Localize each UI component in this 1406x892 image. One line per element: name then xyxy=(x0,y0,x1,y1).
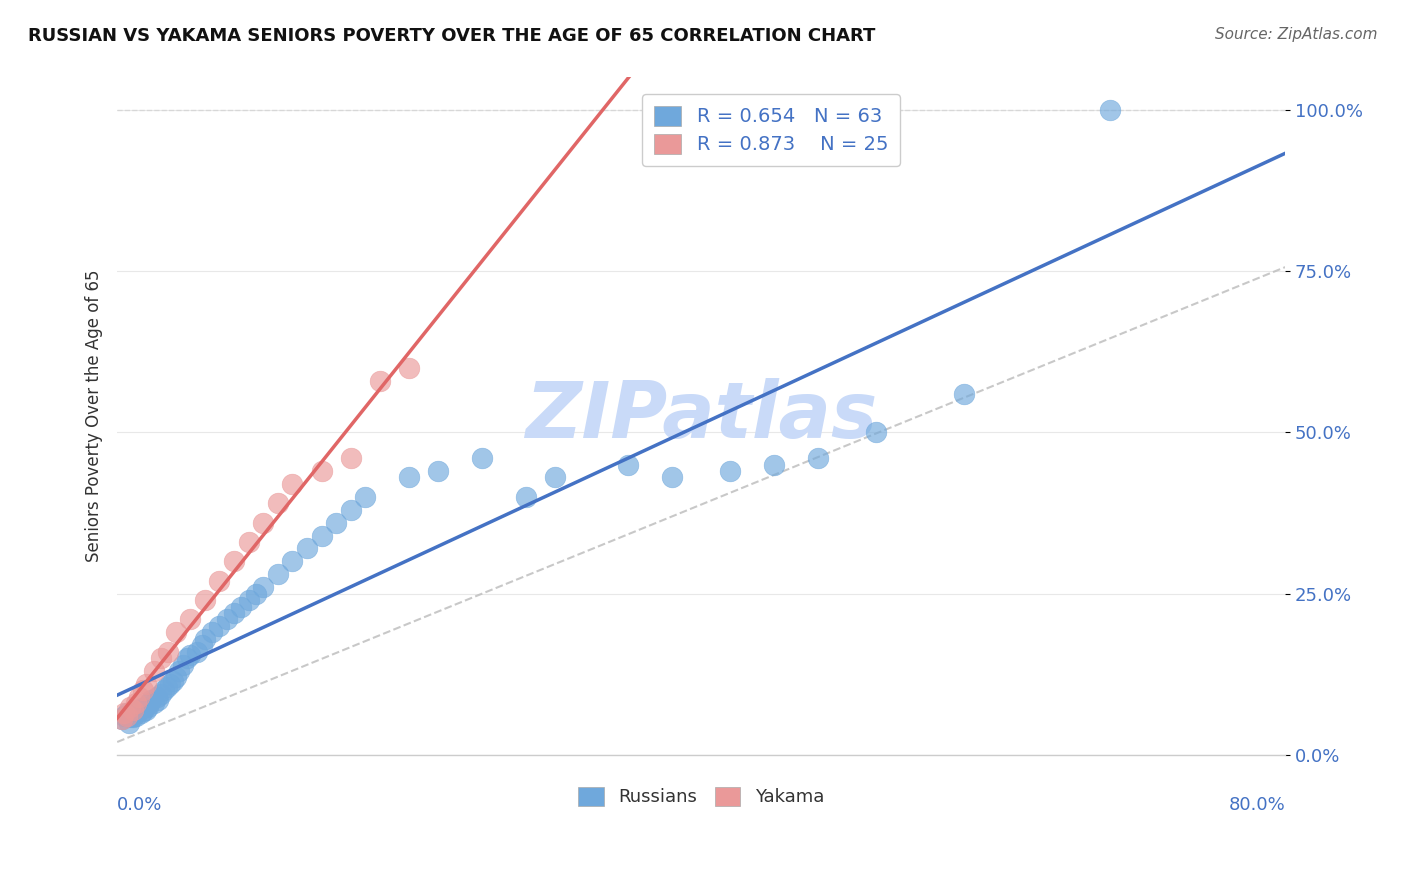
Point xyxy=(132,683,155,698)
Point xyxy=(114,709,136,723)
Point xyxy=(125,696,148,710)
Point xyxy=(208,574,231,588)
Point xyxy=(661,470,683,484)
Point xyxy=(354,490,377,504)
Point xyxy=(132,704,155,718)
Point xyxy=(153,683,176,698)
Point xyxy=(222,606,245,620)
Point xyxy=(118,715,141,730)
Point xyxy=(142,664,165,678)
Point xyxy=(127,704,149,718)
Point xyxy=(110,713,132,727)
Point xyxy=(129,706,152,720)
Point xyxy=(267,496,290,510)
Point xyxy=(120,710,142,724)
Point xyxy=(167,664,190,678)
Point xyxy=(339,451,361,466)
Point xyxy=(544,470,567,484)
Point xyxy=(128,703,150,717)
Point xyxy=(865,425,887,440)
Point xyxy=(165,625,187,640)
Point xyxy=(238,535,260,549)
Point xyxy=(136,699,159,714)
Point xyxy=(159,677,181,691)
Point xyxy=(134,699,156,714)
Point xyxy=(176,651,198,665)
Text: 80.0%: 80.0% xyxy=(1229,796,1285,814)
Point xyxy=(295,541,318,556)
Point xyxy=(368,374,391,388)
Point xyxy=(339,502,361,516)
Point xyxy=(121,707,143,722)
Point xyxy=(145,690,167,704)
Point xyxy=(311,528,333,542)
Point xyxy=(124,706,146,720)
Point xyxy=(135,677,157,691)
Point xyxy=(179,612,201,626)
Point xyxy=(222,554,245,568)
Point xyxy=(807,451,830,466)
Point xyxy=(165,671,187,685)
Point xyxy=(231,599,253,614)
Point xyxy=(252,516,274,530)
Point xyxy=(156,680,179,694)
Point xyxy=(515,490,537,504)
Point xyxy=(139,693,162,707)
Point xyxy=(252,580,274,594)
Point xyxy=(1098,103,1121,117)
Point xyxy=(122,703,145,717)
Point xyxy=(953,386,976,401)
Point xyxy=(162,673,184,688)
Point xyxy=(110,713,132,727)
Point xyxy=(172,657,194,672)
Point xyxy=(617,458,640,472)
Point xyxy=(398,470,420,484)
Point xyxy=(311,464,333,478)
Point xyxy=(120,699,142,714)
Text: RUSSIAN VS YAKAMA SENIORS POVERTY OVER THE AGE OF 65 CORRELATION CHART: RUSSIAN VS YAKAMA SENIORS POVERTY OVER T… xyxy=(28,27,876,45)
Legend: Russians, Yakama: Russians, Yakama xyxy=(571,780,831,814)
Text: 0.0%: 0.0% xyxy=(117,796,163,814)
Point xyxy=(208,619,231,633)
Point xyxy=(131,701,153,715)
Text: ZIPatlas: ZIPatlas xyxy=(524,378,877,454)
Point xyxy=(281,554,304,568)
Point xyxy=(201,625,224,640)
Text: Source: ZipAtlas.com: Source: ZipAtlas.com xyxy=(1215,27,1378,42)
Point xyxy=(763,458,786,472)
Point xyxy=(186,645,208,659)
Point xyxy=(194,593,217,607)
Point xyxy=(146,693,169,707)
Point xyxy=(427,464,450,478)
Point xyxy=(150,651,173,665)
Y-axis label: Seniors Poverty Over the Age of 65: Seniors Poverty Over the Age of 65 xyxy=(86,270,103,563)
Point xyxy=(281,477,304,491)
Point xyxy=(157,645,180,659)
Point xyxy=(138,696,160,710)
Point xyxy=(718,464,741,478)
Point xyxy=(245,586,267,600)
Point xyxy=(215,612,238,626)
Point xyxy=(114,706,136,720)
Point xyxy=(125,709,148,723)
Point xyxy=(471,451,494,466)
Point xyxy=(325,516,347,530)
Point xyxy=(117,706,139,720)
Point xyxy=(128,690,150,704)
Point xyxy=(194,632,217,646)
Point xyxy=(117,709,139,723)
Point xyxy=(238,593,260,607)
Point xyxy=(135,703,157,717)
Point xyxy=(150,687,173,701)
Point xyxy=(398,360,420,375)
Point xyxy=(142,696,165,710)
Point xyxy=(267,567,290,582)
Point xyxy=(122,710,145,724)
Point xyxy=(179,648,201,662)
Point xyxy=(191,638,214,652)
